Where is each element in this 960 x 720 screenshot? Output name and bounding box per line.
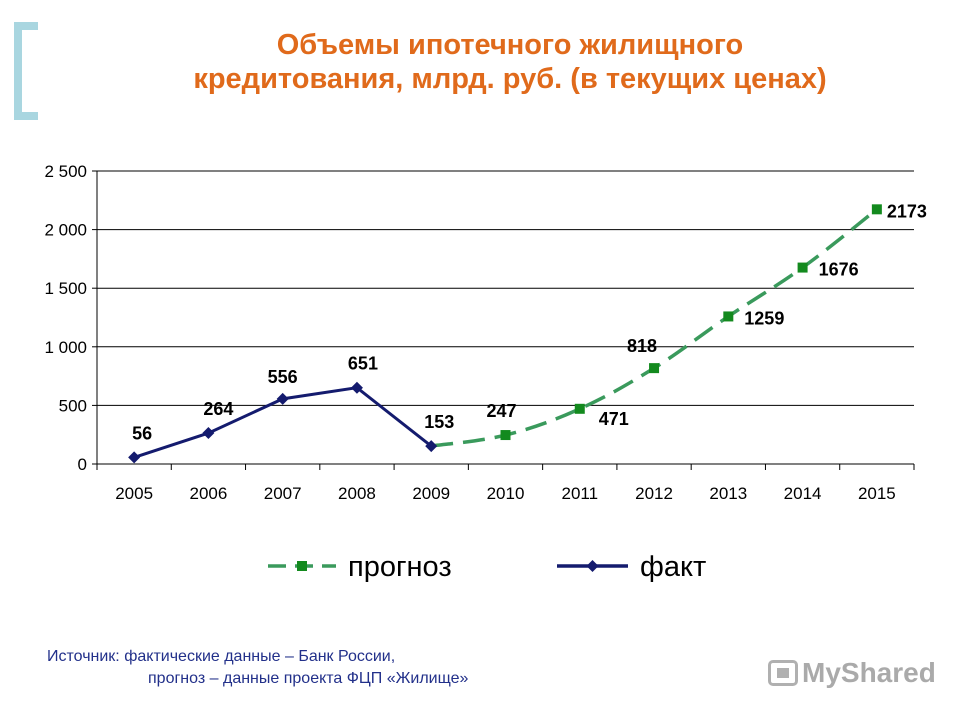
data-label: 818 <box>627 336 657 356</box>
data-label: 471 <box>599 409 629 429</box>
x-tick-label: 2014 <box>784 484 822 503</box>
data-point <box>871 204 882 215</box>
x-tick-label: 2013 <box>709 484 747 503</box>
source-line-1: Источник: фактические данные – Банк Росс… <box>47 648 396 665</box>
y-tick-label: 0 <box>78 455 87 474</box>
data-point <box>128 451 141 464</box>
y-tick-label: 1 000 <box>44 338 87 357</box>
data-point <box>202 427 215 440</box>
logo: MyShared <box>768 656 936 690</box>
legend-marker <box>297 561 307 571</box>
x-tick-label: 2005 <box>115 484 153 503</box>
y-tick-label: 2 500 <box>44 162 87 181</box>
page-title: Объемы ипотечного жилищного кредитования… <box>90 28 930 96</box>
data-label: 1676 <box>819 260 859 280</box>
data-point <box>350 381 363 394</box>
title-line-2: кредитования, млрд. руб. (в текущих цена… <box>193 63 827 95</box>
data-point <box>574 403 585 414</box>
data-point <box>425 440 438 453</box>
data-point <box>276 392 289 405</box>
presentation-board-icon <box>768 660 798 686</box>
data-label: 2173 <box>887 201 927 221</box>
source-note: Источник: фактические данные – Банк Росс… <box>47 646 468 690</box>
data-label: 1259 <box>744 308 784 328</box>
line-chart: 0 500 1 000 1 500 2 000 2 500 2005 2006 2007 2008… <box>44 162 927 583</box>
title-line-1: Объемы ипотечного жилищного <box>276 29 744 61</box>
data-label: 556 <box>268 367 298 387</box>
x-tick-label: 2008 <box>338 484 376 503</box>
data-point <box>649 363 660 374</box>
legend-marker <box>586 560 599 572</box>
source-line-2: прогноз – данные проекта ФЦП «Жилище» <box>148 670 469 687</box>
y-tick-label: 2 000 <box>44 221 87 240</box>
x-tick-label: 2010 <box>487 484 525 503</box>
x-tick-label: 2009 <box>412 484 450 503</box>
y-tick-label: 500 <box>59 396 87 415</box>
data-label: 247 <box>486 401 516 421</box>
data-label: 264 <box>203 399 233 419</box>
data-point <box>797 262 808 273</box>
x-tick-label: 2011 <box>561 484 598 503</box>
x-tick-label: 2006 <box>189 484 227 503</box>
data-label: 651 <box>348 354 378 374</box>
legend-label: прогноз <box>348 551 452 583</box>
data-point <box>723 311 734 322</box>
x-tick-label: 2015 <box>858 484 896 503</box>
data-label: 56 <box>132 423 152 443</box>
x-tick-label: 2007 <box>264 484 302 503</box>
decorative-bracket <box>14 22 38 120</box>
x-tick-label: 2012 <box>635 484 673 503</box>
data-label: 153 <box>424 412 454 432</box>
logo-text: MyShared <box>802 657 936 688</box>
data-point <box>500 430 511 441</box>
legend-label: факт <box>640 551 706 583</box>
y-tick-label: 1 500 <box>44 279 87 298</box>
